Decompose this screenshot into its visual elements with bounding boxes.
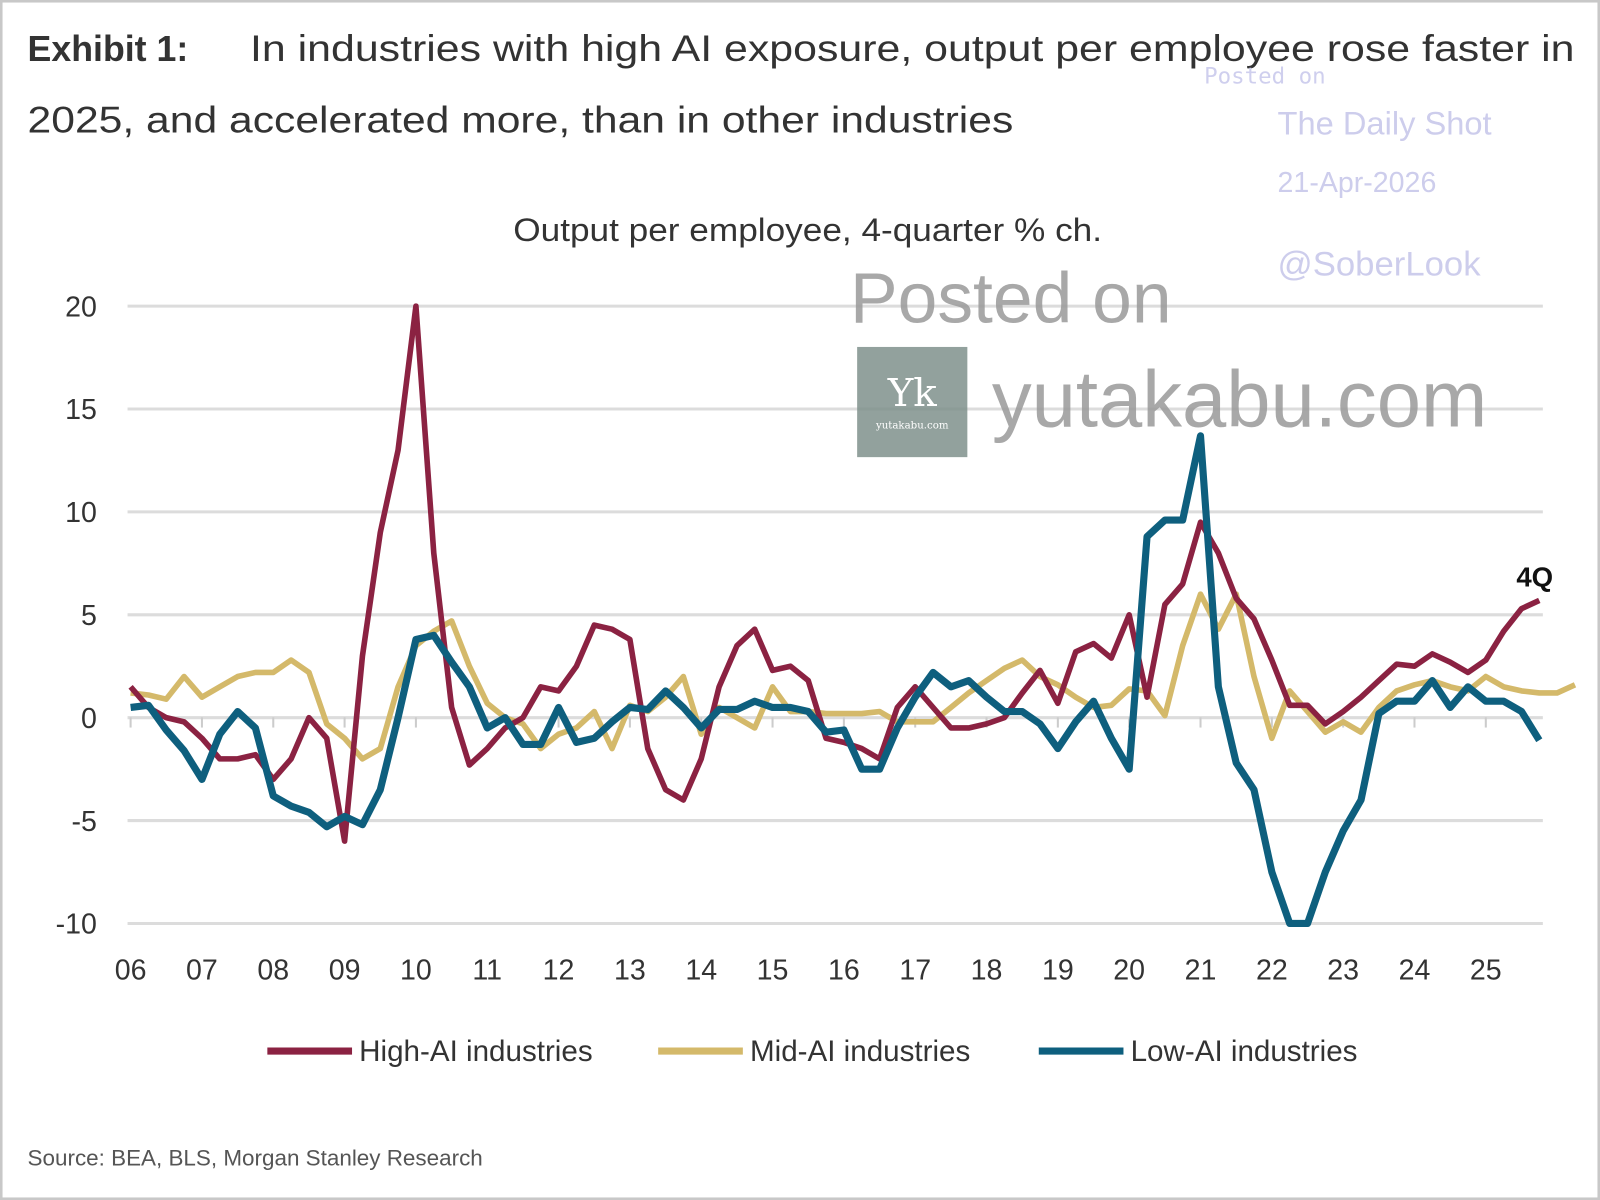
legend-item: Mid-AI industries <box>658 1035 970 1068</box>
y-tick-label: 15 <box>65 394 97 426</box>
x-tick-label: 07 <box>186 955 218 987</box>
y-tick-label: 20 <box>65 291 97 323</box>
legend-item: High-AI industries <box>267 1035 593 1068</box>
y-tick-label: -10 <box>56 909 97 941</box>
y-tick-label: -5 <box>72 806 97 838</box>
series-line-mid-ai-industries <box>130 591 1577 762</box>
watermark-posted-on-large: Posted on <box>850 258 1172 338</box>
yutakabu-logo <box>857 346 968 458</box>
x-tick-label: 23 <box>1327 955 1359 987</box>
y-tick-label: 0 <box>81 703 97 735</box>
yutakabu-watermark: Posted on Yk yutakabu.com yutakabu.com <box>850 258 1487 458</box>
x-tick-label: 12 <box>543 955 575 987</box>
series-lines <box>128 303 1577 928</box>
logo-letters: Yk <box>887 371 938 416</box>
x-tick-label: 16 <box>828 955 860 987</box>
title-line-1: In industries with high AI exposure, out… <box>250 28 1574 69</box>
y-axis: 20 15 10 5 0 -5 -10 <box>56 291 97 940</box>
x-tick-label: 21 <box>1185 955 1217 987</box>
title-line-2: 2025, and accelerated more, than in othe… <box>28 100 1014 141</box>
watermark-posted-on-small: Posted on <box>1204 64 1326 90</box>
legend-label: Low-AI industries <box>1131 1035 1358 1068</box>
x-tick-label: 09 <box>329 955 361 987</box>
source-note: Source: BEA, BLS, Morgan Stanley Researc… <box>28 1145 483 1170</box>
watermark-handle: @SoberLook <box>1278 246 1482 284</box>
x-tick-label: 10 <box>400 955 432 987</box>
x-tick-label: 14 <box>685 955 717 987</box>
x-tick-label: 20 <box>1113 955 1145 987</box>
legend: High-AI industries Mid-AI industries Low-A… <box>267 1035 1357 1068</box>
x-tick-label: 25 <box>1470 955 1502 987</box>
annotation-4q: 4Q <box>1516 562 1553 593</box>
watermark-daily-shot: The Daily Shot <box>1278 105 1492 142</box>
x-tick-label: 24 <box>1399 955 1431 987</box>
x-tick-label: 13 <box>614 955 646 987</box>
watermark-date: 21-Apr-2026 <box>1278 167 1437 199</box>
watermark-site: yutakabu.com <box>992 355 1487 444</box>
legend-label: High-AI industries <box>359 1035 592 1068</box>
x-tick-label: 19 <box>1042 955 1074 987</box>
series-line-low-ai-industries <box>130 432 1543 928</box>
x-tick-label: 15 <box>757 955 789 987</box>
chart-subtitle: Output per employee, 4-quarter % ch. <box>513 211 1102 248</box>
y-tick-label: 10 <box>65 497 97 529</box>
x-tick-label: 11 <box>472 955 502 987</box>
series-line-high-ai-industries <box>128 303 1541 844</box>
exhibit-label: Exhibit 1: <box>28 29 189 69</box>
y-tick-label: 5 <box>81 600 97 632</box>
x-tick-label: 08 <box>257 955 289 987</box>
x-tick-label: 06 <box>115 955 147 987</box>
logo-caption: yutakabu.com <box>875 421 949 432</box>
legend-label: Mid-AI industries <box>750 1035 970 1068</box>
x-tick-label: 22 <box>1256 955 1288 987</box>
x-tick-label: 18 <box>971 955 1003 987</box>
x-axis: 06 07 08 09 10 11 12 13 14 15 16 17 18 19 20 21 22 23 24 25 <box>115 955 1502 987</box>
x-tick-label: 17 <box>899 955 931 987</box>
legend-item: Low-AI industries <box>1038 1035 1358 1068</box>
